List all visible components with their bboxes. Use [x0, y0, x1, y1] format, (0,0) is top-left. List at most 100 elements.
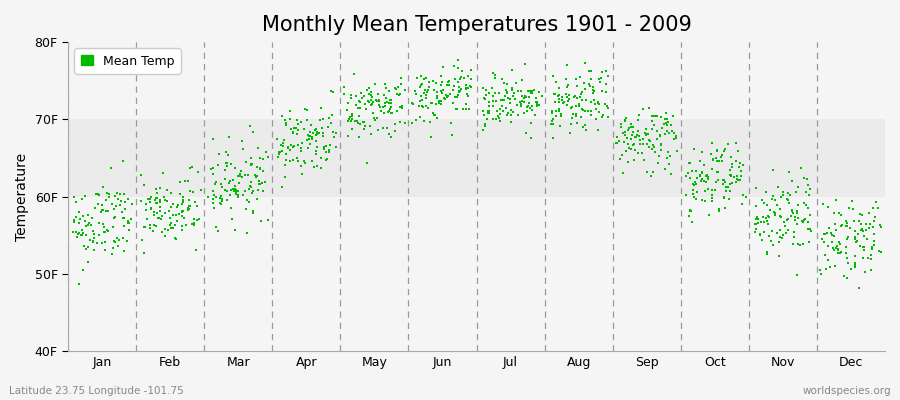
- Point: [77, 218, 92, 225]
- Point: [187, 222, 202, 228]
- Point: [724, 164, 739, 170]
- Point: [79, 223, 94, 230]
- Point: [749, 221, 763, 227]
- Point: [504, 119, 518, 125]
- Point: [832, 250, 847, 256]
- Point: [643, 138, 657, 144]
- Point: [82, 220, 96, 226]
- Point: [139, 223, 153, 230]
- Point: [212, 162, 226, 168]
- Point: [380, 99, 394, 106]
- Point: [446, 62, 461, 69]
- Point: [99, 197, 113, 204]
- Point: [695, 168, 709, 175]
- Point: [479, 87, 493, 93]
- Point: [149, 186, 164, 193]
- Point: [418, 75, 433, 81]
- Point: [358, 100, 373, 107]
- Point: [375, 124, 390, 131]
- Point: [843, 266, 858, 272]
- Point: [776, 188, 790, 195]
- Point: [481, 108, 495, 114]
- Point: [872, 248, 886, 254]
- Point: [521, 88, 535, 94]
- Point: [815, 236, 830, 242]
- Point: [760, 201, 775, 208]
- Point: [513, 99, 527, 105]
- Point: [591, 109, 606, 116]
- Point: [772, 238, 787, 245]
- Point: [285, 157, 300, 163]
- Point: [801, 218, 815, 225]
- Point: [616, 130, 630, 136]
- Point: [832, 239, 846, 246]
- Point: [326, 129, 340, 136]
- Point: [379, 95, 393, 101]
- Point: [238, 206, 253, 212]
- Point: [85, 214, 99, 221]
- Point: [274, 184, 289, 190]
- Point: [553, 107, 567, 114]
- Point: [384, 96, 399, 103]
- Point: [105, 224, 120, 230]
- Point: [562, 96, 576, 102]
- Point: [590, 100, 605, 106]
- Point: [206, 187, 220, 194]
- Point: [206, 200, 220, 206]
- Point: [683, 208, 698, 215]
- Point: [155, 229, 169, 236]
- Point: [644, 126, 659, 132]
- Point: [349, 92, 364, 99]
- Point: [231, 192, 246, 198]
- Point: [507, 90, 521, 96]
- Point: [96, 220, 111, 227]
- Point: [153, 198, 167, 205]
- Point: [121, 218, 135, 224]
- Point: [452, 89, 466, 95]
- Point: [700, 176, 715, 182]
- Point: [220, 196, 234, 203]
- Point: [667, 135, 681, 142]
- Point: [780, 216, 795, 222]
- Point: [346, 71, 361, 77]
- Point: [679, 192, 693, 198]
- Point: [552, 106, 566, 113]
- Point: [388, 85, 402, 92]
- Point: [434, 98, 448, 104]
- Point: [462, 106, 476, 112]
- Point: [683, 174, 698, 181]
- Point: [301, 145, 315, 151]
- Point: [785, 207, 799, 214]
- Point: [369, 98, 383, 104]
- Point: [576, 106, 590, 113]
- Point: [730, 177, 744, 183]
- Point: [702, 212, 716, 218]
- Point: [250, 145, 265, 151]
- Point: [624, 146, 638, 152]
- Point: [550, 93, 564, 99]
- Point: [76, 213, 90, 220]
- Point: [464, 67, 478, 74]
- Point: [328, 130, 343, 136]
- Point: [340, 107, 355, 114]
- Point: [829, 197, 843, 204]
- Point: [787, 234, 801, 240]
- Point: [695, 170, 709, 176]
- Point: [867, 242, 881, 248]
- Point: [124, 201, 139, 207]
- Point: [545, 72, 560, 79]
- Point: [232, 170, 247, 177]
- Point: [289, 125, 303, 132]
- Point: [500, 110, 515, 116]
- Point: [390, 90, 404, 97]
- Point: [256, 156, 271, 162]
- Point: [873, 248, 887, 255]
- Point: [642, 105, 656, 111]
- Point: [687, 146, 701, 152]
- Point: [776, 231, 790, 238]
- Point: [202, 194, 216, 200]
- Point: [427, 87, 441, 94]
- Point: [652, 153, 666, 159]
- Point: [206, 205, 220, 212]
- Point: [708, 179, 723, 185]
